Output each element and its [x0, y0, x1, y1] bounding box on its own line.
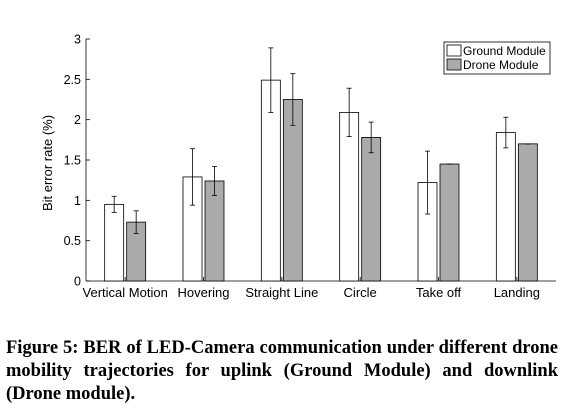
legend-swatch [446, 44, 462, 57]
figure-caption: Figure 5: BER of LED-Camera communicatio… [6, 338, 558, 404]
bar-ground-module [339, 112, 360, 282]
bar-ground-module [495, 132, 516, 282]
legend-swatch [446, 58, 462, 71]
x-tick-label: Vertical Motion [83, 285, 168, 300]
y-axis-label: Bit error rate (%) [40, 115, 55, 211]
bars [104, 79, 538, 282]
y-tick-label: 2.5 [64, 73, 81, 87]
x-tick-label: Hovering [177, 285, 229, 300]
y-tick-label: 1 [74, 194, 81, 208]
y-tick-label: 0.5 [64, 234, 81, 248]
x-tick-label: Straight Line [245, 285, 318, 300]
x-tick-label: Landing [494, 285, 540, 300]
axis-labels: Bit error rate (%) Vertical Motion Hoverin… [40, 115, 540, 300]
bar-ground-module [104, 203, 125, 282]
legend-box [443, 41, 551, 75]
x-tick-label: Circle [344, 285, 377, 300]
y-tick-label: 2 [74, 113, 81, 127]
x-tick-label: Take off [416, 285, 462, 300]
y-tick-label: 3 [74, 33, 81, 47]
y-tick-label: 1.5 [64, 154, 81, 168]
bar-drone-module [439, 163, 460, 282]
axes: 0 0.5 1 1.5 2 2.5 3 [64, 33, 556, 289]
bar-drone-module [517, 143, 538, 282]
bar-chart: 0 0.5 1 1.5 2 2.5 3 Bit error rate (%) Vertical… [40, 33, 556, 300]
legend-label: Ground Module [463, 44, 546, 58]
y-tick-label: 0 [74, 275, 81, 289]
bar-drone-module [204, 180, 225, 282]
bar-drone-module [361, 137, 382, 282]
legend-label: Drone Module [463, 58, 539, 72]
error-bars [111, 47, 531, 234]
bar-drone-module [282, 99, 303, 282]
